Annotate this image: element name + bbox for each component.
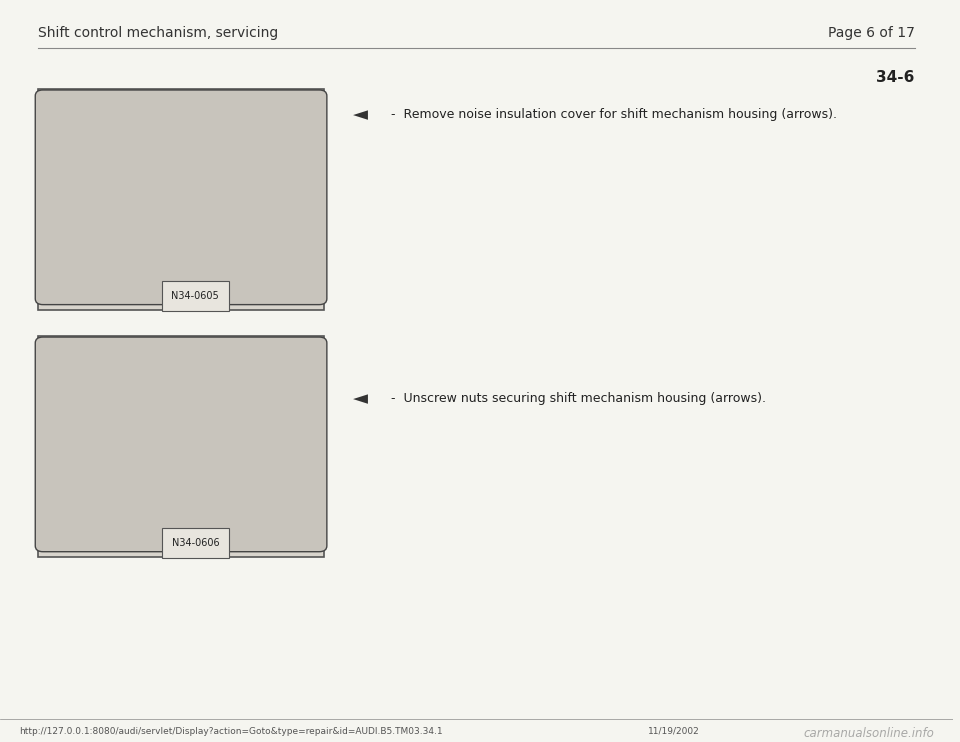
FancyBboxPatch shape [36, 90, 326, 305]
Text: 34-6: 34-6 [876, 70, 915, 85]
Text: N34-0606: N34-0606 [172, 538, 219, 548]
Text: Page 6 of 17: Page 6 of 17 [828, 26, 915, 40]
Text: ◄: ◄ [352, 105, 368, 124]
FancyBboxPatch shape [38, 335, 324, 556]
Text: -  Remove noise insulation cover for shift mechanism housing (arrows).: - Remove noise insulation cover for shif… [391, 108, 837, 121]
Text: carmanualsonline.info: carmanualsonline.info [803, 726, 934, 740]
Text: http://127.0.0.1:8080/audi/servlet/Display?action=Goto&type=repair&id=AUDI.B5.TM: http://127.0.0.1:8080/audi/servlet/Displ… [19, 726, 443, 735]
FancyBboxPatch shape [38, 88, 324, 309]
Text: N34-0605: N34-0605 [172, 291, 219, 301]
Text: -  Unscrew nuts securing shift mechanism housing (arrows).: - Unscrew nuts securing shift mechanism … [391, 392, 766, 405]
Text: ◄: ◄ [352, 389, 368, 408]
Text: Shift control mechanism, servicing: Shift control mechanism, servicing [38, 26, 278, 40]
FancyBboxPatch shape [36, 337, 326, 552]
Text: 11/19/2002: 11/19/2002 [648, 726, 700, 735]
